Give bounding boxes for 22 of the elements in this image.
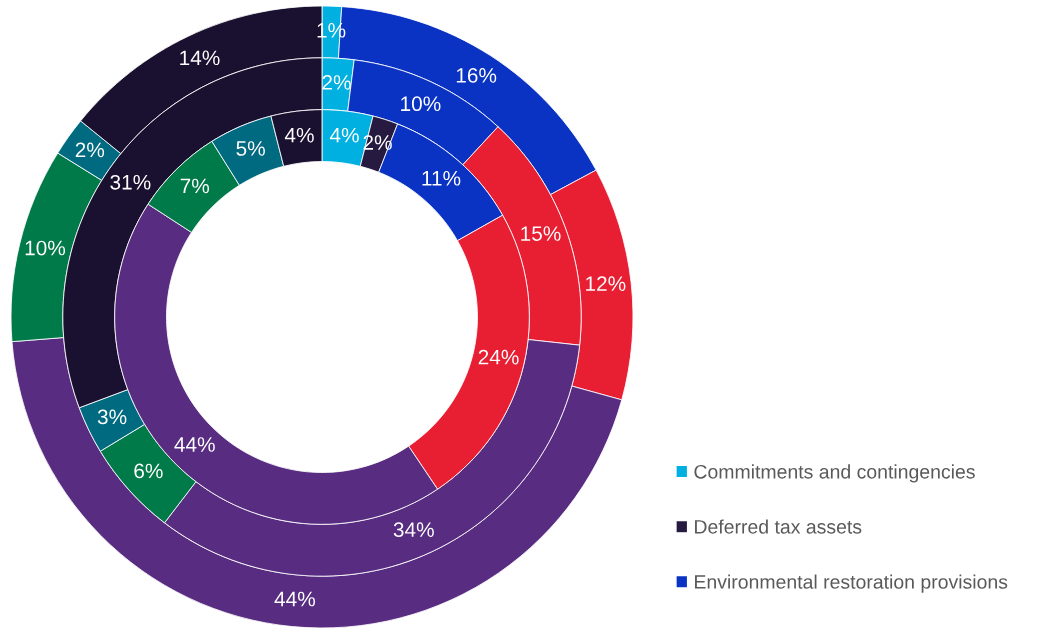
data-label: 14% (180, 50, 220, 66)
data-label: 4% (284, 127, 314, 143)
data-label: 31% (110, 174, 151, 190)
data-label: 7% (180, 178, 210, 194)
data-label: 10% (401, 96, 441, 112)
data-label: 5% (236, 141, 265, 156)
data-label: 11% (422, 170, 461, 186)
legend-label: Commitments and contingencies (694, 464, 975, 483)
data-label: 2% (75, 142, 105, 158)
data-label: 4% (329, 127, 359, 143)
data-label: 3% (97, 409, 127, 425)
data-label: 24% (478, 349, 519, 365)
data-label: 10% (25, 240, 66, 256)
data-label: 12% (586, 276, 626, 291)
legend-label: Environmental restoration provisions (695, 574, 1008, 593)
data-label: 15% (521, 226, 561, 241)
data-label: 6% (134, 463, 163, 479)
data-label: 34% (393, 522, 434, 538)
data-label: 16% (456, 68, 497, 83)
data-label: 44% (174, 437, 215, 452)
legend-label: Deferred tax assets (695, 519, 862, 534)
data-label: 44% (274, 591, 316, 607)
